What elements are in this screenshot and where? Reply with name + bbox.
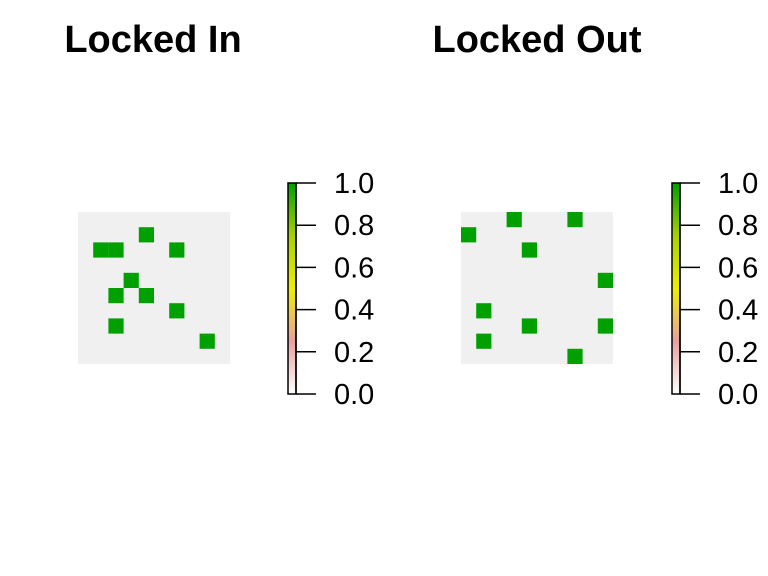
heatmap-cell (476, 333, 492, 349)
heatmap-cell (597, 318, 613, 334)
heatmap-cell (108, 318, 124, 334)
heatmap-cell (521, 242, 537, 258)
heatmap-cell (108, 288, 124, 304)
legend-tick-label: 0.6 (334, 252, 374, 284)
color-legend: 0.0 0.2 0.4 0.6 0.8 1.0 (287, 168, 374, 411)
heatmap-cell (506, 212, 522, 228)
heatmap-cell (123, 272, 139, 288)
legend-color-bar (287, 182, 297, 395)
heatmap-cell (199, 333, 215, 349)
heatmap-cell (138, 227, 154, 243)
heatmap-cell (597, 272, 613, 288)
heatmap-cell (461, 227, 477, 243)
heatmap-cell (476, 303, 492, 319)
heatmap-cell (567, 348, 583, 364)
legend-tick-label: 1.0 (334, 168, 374, 200)
legend-tick-label: 0.8 (718, 210, 758, 242)
heatmap-cell (169, 242, 185, 258)
panel-locked-out: Locked Out 0.0 0.2 0.4 0.6 0.8 1.0 (432, 19, 758, 411)
legend-tick-label: 0.4 (334, 295, 374, 327)
legend-tick-label: 0.6 (718, 252, 758, 284)
legend-tick-label: 1.0 (718, 168, 758, 200)
heatmap-cell (521, 318, 537, 334)
panel-locked-in: Locked In 0.0 0.2 0.4 0.6 0.8 1.0 (64, 19, 374, 411)
panel-title: Locked Out (432, 19, 641, 61)
color-legend: 0.0 0.2 0.4 0.6 0.8 1.0 (671, 168, 758, 411)
legend-tick-label: 0.0 (718, 379, 758, 411)
heatmap-cell (93, 242, 109, 258)
legend-color-bar (671, 182, 681, 395)
heatmap-cell (169, 303, 185, 319)
panel-title: Locked In (64, 19, 241, 61)
legend-tick-label: 0.2 (334, 337, 374, 369)
heatmap-cell (567, 212, 583, 228)
heatmap-cells (93, 227, 215, 349)
legend-tick-label: 0.8 (334, 210, 374, 242)
heatmap-cell (138, 288, 154, 304)
legend-tick-label: 0.2 (718, 337, 758, 369)
legend-tick-label: 0.4 (718, 295, 758, 327)
heatmap-cell (108, 242, 124, 258)
legend-tick-label: 0.0 (334, 379, 374, 411)
heatmap-cells (461, 212, 613, 364)
